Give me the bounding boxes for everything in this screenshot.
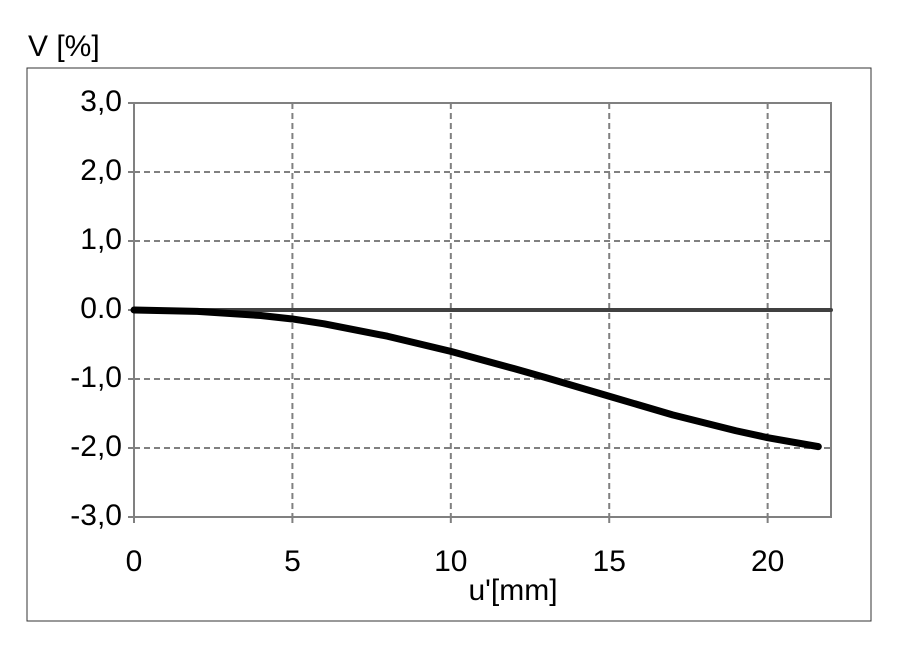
y-tick-label: 1,0: [80, 223, 122, 256]
chart-frame: [26, 67, 872, 622]
x-tick-label: 15: [593, 545, 626, 578]
y-tick-label: 2,0: [80, 154, 122, 187]
y-tick-label: -3,0: [70, 499, 122, 532]
x-tick-label: 5: [284, 545, 301, 578]
data-line: [130, 306, 822, 451]
x-tick-label: 0: [126, 545, 143, 578]
y-tick-label: -1,0: [70, 361, 122, 394]
y-tick-label: 3,0: [80, 85, 122, 118]
x-axis-label: u'[mm]: [468, 574, 557, 607]
y-tick-label: -2,0: [70, 430, 122, 463]
x-tick-label: 10: [434, 545, 467, 578]
y-tick-label: 0.0: [80, 292, 122, 325]
x-tick-label: 20: [751, 545, 784, 578]
y-axis-label: V [%]: [28, 30, 100, 63]
